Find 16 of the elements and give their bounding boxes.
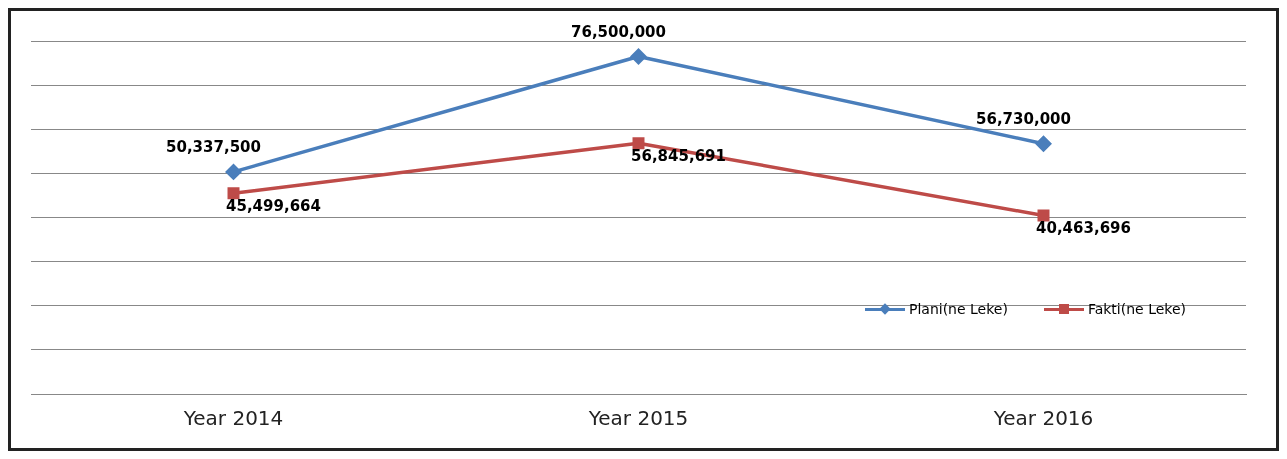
point xyxy=(1037,209,1050,222)
x-tick-label: Year 2016 xyxy=(992,406,1094,431)
data-label: 76,500,000 xyxy=(571,22,666,41)
data-label: 50,337,500 xyxy=(166,138,261,157)
point xyxy=(227,187,240,200)
legend-label: Fakti(ne Leke) xyxy=(1087,301,1186,317)
x-tick-label: Year 2014 xyxy=(182,406,284,431)
legend-label: Plani(ne Leke) xyxy=(908,301,1008,317)
data-label: 56,730,000 xyxy=(976,110,1071,129)
point xyxy=(632,137,645,150)
data-label: 45,499,664 xyxy=(226,196,321,215)
data-label: 40,463,696 xyxy=(1036,218,1131,237)
point xyxy=(630,48,647,65)
point xyxy=(1035,135,1052,152)
x-tick-label: Year 2015 xyxy=(587,406,689,431)
point xyxy=(225,164,242,180)
